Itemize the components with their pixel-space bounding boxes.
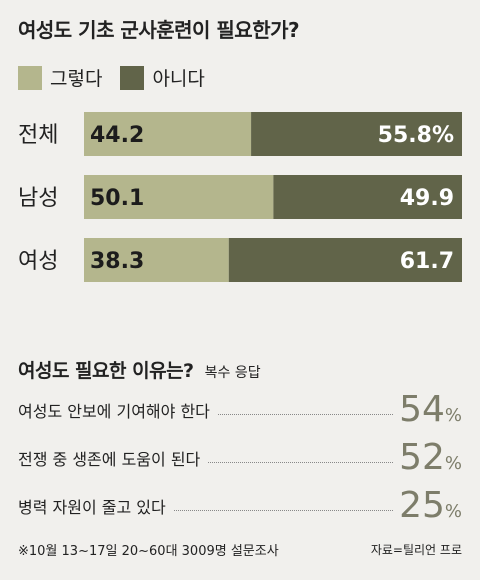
reason-value-number: 52: [399, 437, 445, 478]
bar-value-label-no: 55.8%: [378, 123, 454, 148]
bar-segment-no: [251, 112, 462, 156]
reason-row: 전쟁 중 생존에 도움이 된다 52%: [18, 438, 462, 478]
reason-label: 병력 자원이 줄고 있다: [18, 498, 166, 517]
reason-label: 전쟁 중 생존에 도움이 된다: [18, 450, 201, 469]
reason-value-unit: %: [444, 405, 462, 426]
footnote: ※10월 13~17일 20~60대 3009명 설문조사: [18, 544, 279, 559]
reason-value-number: 54: [399, 389, 445, 430]
category-label: 남성: [18, 186, 58, 211]
reason-row: 여성도 안보에 기여해야 한다 54%: [18, 390, 462, 430]
legend: 그렇다 아니다: [18, 64, 223, 91]
reason-label: 여성도 안보에 기여해야 한다: [18, 402, 210, 421]
reasons-title: 여성도 필요한 이유는?: [18, 360, 194, 382]
bar-value-label-yes: 38.3: [90, 249, 144, 274]
bar-segment-no: [228, 238, 462, 282]
category-label: 전체: [18, 123, 58, 148]
bar-value-label-yes: 44.2: [90, 123, 144, 148]
stacked-bar-chart: 전체 44.2 55.8% 남성 50.1 49.9 여성 38.3 61.7: [18, 112, 462, 282]
footer: ※10월 13~17일 20~60대 3009명 설문조사 자료=틸리언 프로: [18, 540, 462, 559]
reason-value-unit: %: [444, 501, 462, 522]
reason-value: 25%: [393, 488, 462, 524]
bar-value-label-no: 61.7: [400, 249, 454, 274]
category-label: 여성: [18, 249, 58, 274]
source-credit: 자료=틸리언 프로: [370, 543, 462, 557]
bar-value-label-no: 49.9: [400, 186, 454, 211]
chart-title: 여성도 기초 군사훈련이 필요한가?: [18, 18, 300, 42]
legend-swatch-no: [120, 65, 145, 90]
legend-swatch-yes: [18, 65, 42, 90]
bar-segment-yes: [84, 112, 252, 156]
reasons-heading: 여성도 필요한 이유는? 복수 응답: [18, 356, 261, 383]
legend-label-yes: 그렇다: [50, 68, 103, 90]
bar-segment-no: [273, 175, 462, 219]
reason-value: 54%: [393, 392, 462, 428]
bar-value-label-yes: 50.1: [90, 186, 144, 211]
reason-value-unit: %: [444, 453, 462, 474]
reason-row: 병력 자원이 줄고 있다 25%: [18, 486, 462, 526]
bar-segment-yes: [84, 238, 229, 282]
dotted-leader: [173, 509, 394, 511]
dotted-leader: [217, 413, 394, 415]
legend-label-no: 아니다: [152, 68, 205, 90]
dotted-leader: [208, 461, 394, 463]
reason-value: 52%: [393, 440, 462, 476]
bar-segment-yes: [84, 175, 274, 219]
legend-item-yes: 그렇다: [18, 64, 102, 91]
reasons-subtitle: 복수 응답: [204, 365, 261, 381]
legend-item-no: 아니다: [120, 64, 205, 91]
reason-value-number: 25: [399, 485, 445, 526]
